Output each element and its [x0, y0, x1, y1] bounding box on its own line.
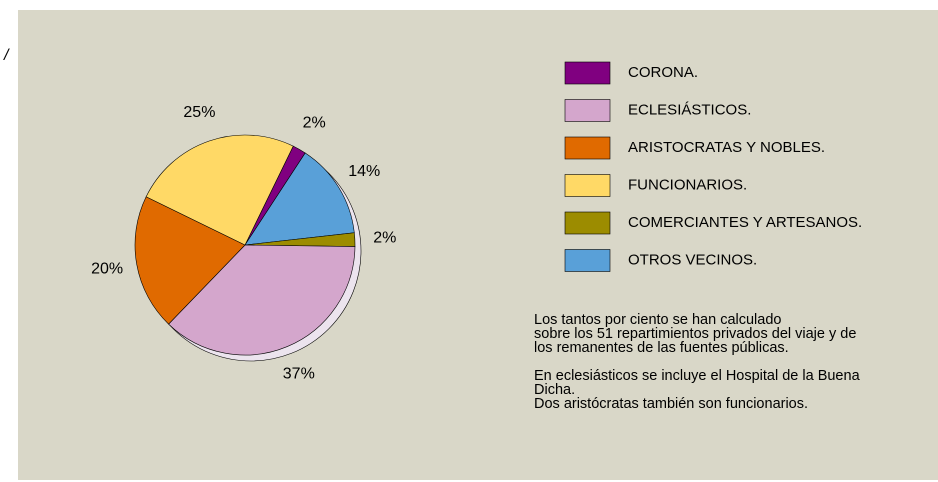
legend-swatch	[564, 211, 611, 235]
legend-label: CORONA.	[628, 64, 698, 81]
slice-label: 37%	[283, 365, 315, 382]
legend-label: ECLESIÁSTICOS.	[628, 101, 751, 118]
legend-label: OTROS VECINOS.	[628, 251, 757, 268]
pie-slice	[145, 134, 294, 246]
note-line: los remanentes de las fuentes públicas.	[534, 340, 789, 356]
note-line: Los tantos por ciento se han calculado	[534, 312, 781, 328]
legend-swatch	[564, 136, 611, 160]
pie-slice	[244, 152, 355, 246]
pie-slice	[134, 196, 246, 325]
slice-label: 14%	[348, 163, 380, 180]
pie-slice	[168, 244, 356, 356]
legend-swatch	[564, 174, 611, 197]
slice-label: 2%	[373, 229, 396, 246]
legend-swatch	[564, 249, 611, 272]
note-line: sobre los 51 repartimientos privados del…	[534, 326, 856, 342]
slice-label: 2%	[303, 114, 326, 131]
legend-swatch	[564, 99, 611, 122]
slice-label: 25%	[183, 104, 215, 121]
side-mark: /	[3, 47, 10, 64]
note-line: En eclesiásticos se incluye el Hospital …	[534, 368, 861, 384]
legend-label: ARISTOCRATAS Y NOBLES.	[628, 139, 825, 156]
note-line: Dicha.	[534, 382, 575, 398]
slice-label: 20%	[91, 261, 123, 278]
legend-swatch	[564, 61, 611, 85]
note-line: Dos aristócratas también son funcionario…	[534, 396, 808, 412]
legend-label: FUNCIONARIOS.	[628, 176, 747, 193]
legend-label: COMERCIANTES Y ARTESANOS.	[628, 214, 862, 231]
